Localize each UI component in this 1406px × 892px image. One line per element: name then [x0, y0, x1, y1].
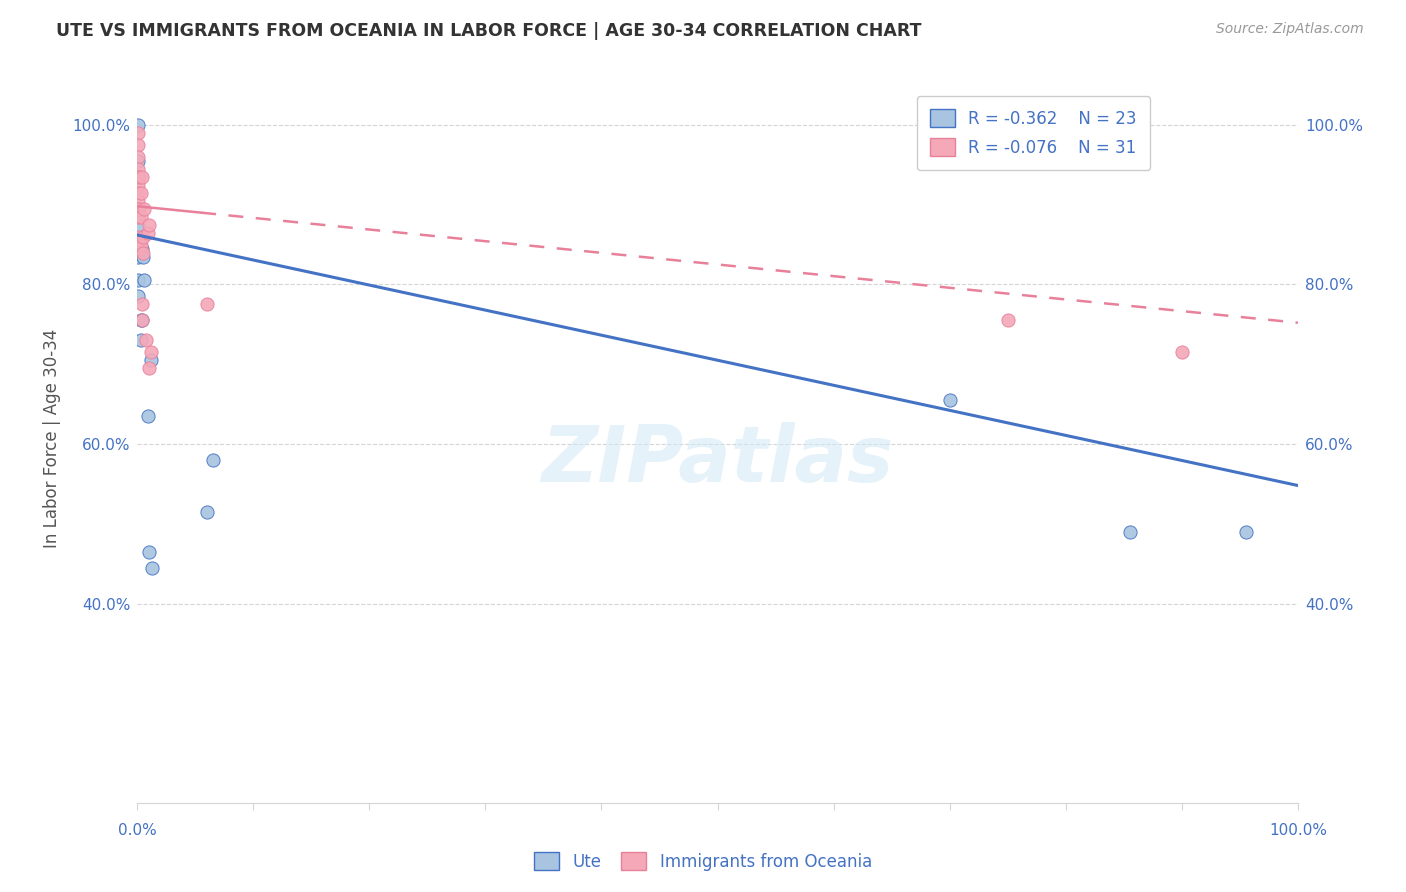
Point: [128, 242, 150, 256]
Point: [128, 229, 150, 244]
Text: 0.0%: 0.0%: [118, 823, 156, 838]
Point: [141, 560, 163, 574]
Point: [138, 361, 160, 376]
Y-axis label: In Labor Force | Age 30-34: In Labor Force | Age 30-34: [44, 328, 60, 548]
Point: [129, 210, 152, 224]
Point: [127, 137, 149, 152]
Point: [127, 194, 149, 208]
Point: [127, 178, 149, 192]
Point: [127, 210, 149, 224]
Point: [1118, 524, 1140, 539]
Point: [131, 313, 153, 327]
Point: [127, 273, 149, 287]
Point: [138, 545, 160, 559]
Point: [938, 393, 960, 408]
Point: [127, 202, 149, 216]
Point: [136, 226, 159, 240]
Point: [127, 161, 149, 176]
Point: [127, 118, 149, 132]
Point: [127, 250, 149, 264]
Point: [127, 218, 149, 232]
Point: [131, 313, 153, 327]
Legend: Ute, Immigrants from Oceania: Ute, Immigrants from Oceania: [526, 844, 880, 880]
Point: [1171, 345, 1194, 359]
Point: [139, 353, 162, 368]
Legend: R = -0.362    N = 23, R = -0.076    N = 31: R = -0.362 N = 23, R = -0.076 N = 31: [917, 96, 1150, 169]
Point: [134, 273, 156, 287]
Point: [131, 169, 153, 184]
Point: [135, 333, 157, 347]
Point: [128, 169, 150, 184]
Point: [136, 409, 159, 423]
Text: UTE VS IMMIGRANTS FROM OCEANIA IN LABOR FORCE | AGE 30-34 CORRELATION CHART: UTE VS IMMIGRANTS FROM OCEANIA IN LABOR …: [56, 22, 922, 40]
Text: Source: ZipAtlas.com: Source: ZipAtlas.com: [1216, 22, 1364, 37]
Point: [195, 505, 218, 519]
Text: ZIPatlas: ZIPatlas: [541, 422, 894, 498]
Point: [127, 153, 149, 168]
Point: [127, 186, 149, 200]
Point: [1234, 524, 1257, 539]
Point: [129, 313, 152, 327]
Point: [129, 333, 152, 347]
Point: [127, 169, 149, 184]
Point: [128, 202, 150, 216]
Point: [129, 237, 152, 252]
Point: [127, 289, 149, 303]
Point: [128, 242, 150, 256]
Point: [132, 229, 155, 244]
Point: [127, 242, 149, 256]
Text: 100.0%: 100.0%: [1270, 823, 1327, 838]
Point: [201, 453, 224, 467]
Point: [195, 297, 218, 311]
Point: [138, 218, 160, 232]
Point: [997, 313, 1019, 327]
Point: [129, 186, 152, 200]
Point: [131, 297, 153, 311]
Point: [132, 245, 155, 260]
Point: [134, 202, 156, 216]
Point: [127, 150, 149, 164]
Point: [131, 242, 153, 256]
Point: [127, 126, 149, 140]
Point: [139, 345, 162, 359]
Point: [132, 250, 155, 264]
